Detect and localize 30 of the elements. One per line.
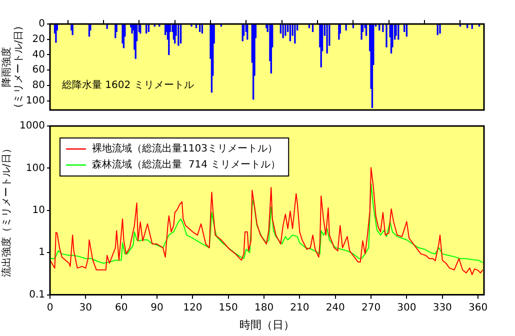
annotation: 総降水量 1602 ミリメートル (61, 79, 194, 91)
y-tick-label: 100 (26, 95, 45, 106)
y-tick-label: 0.1 (29, 289, 45, 300)
legend-label: 森林流域（総流出量 714 ミリメートル） (92, 158, 281, 171)
x-tick-label: 180 (254, 302, 274, 314)
x-tick-label: 150 (218, 302, 238, 314)
x-tick-label: 300 (397, 302, 416, 314)
y-tick-label: 0 (38, 18, 45, 30)
x-tick-label: 210 (290, 302, 310, 314)
y-tick-label: 80 (32, 80, 45, 92)
x-tick-label: 240 (326, 302, 345, 314)
x-axis-title: 時間（日） (240, 318, 294, 332)
x-tick-label: 360 (468, 302, 488, 314)
y-tick-label: 100 (26, 162, 45, 174)
y-tick-label: 40 (32, 49, 45, 60)
y-tick-label: 10 (32, 204, 45, 216)
y-axis-title: 降雨強度 (ミリメートル/日) (0, 26, 25, 108)
x-tick-label: 30 (79, 302, 92, 314)
y-axis-title: 流出強度（ミリメートル/日） (0, 144, 13, 278)
x-tick-label: 0 (46, 302, 54, 314)
legend-label: 裸地流域（総流出量1103ミリメートル） (92, 142, 278, 155)
x-tick-label: 90 (150, 302, 164, 314)
x-tick-label: 120 (183, 302, 202, 314)
y-tick-label: 60 (32, 64, 45, 76)
y-tick-label: 20 (32, 34, 45, 45)
y-tick-label: 1 (38, 247, 45, 258)
x-tick-label: 270 (361, 302, 381, 314)
y-tick-label: 1000 (20, 120, 45, 132)
x-tick-label: 60 (114, 302, 128, 314)
x-tick-label: 330 (432, 302, 452, 314)
